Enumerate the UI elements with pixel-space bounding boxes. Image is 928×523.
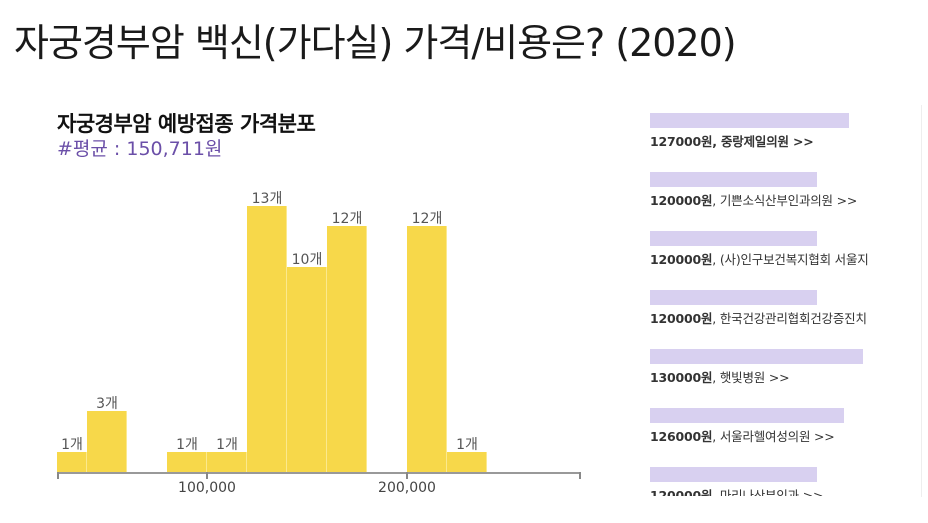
list-item[interactable]: 120000원, 마리나산부인과 >> — [650, 467, 921, 496]
bar-count-label: 12개 — [411, 211, 443, 227]
histogram-bar[interactable] — [287, 267, 327, 472]
histogram-bar[interactable] — [327, 226, 367, 472]
page-title: 자궁경부암 백신(가다실) 가격/비용은? (2020) — [14, 21, 737, 65]
price-bar — [650, 172, 817, 187]
list-item[interactable]: 127000원, 중랑제일의원 >> — [650, 113, 921, 150]
item-price: 120000원 — [650, 311, 713, 326]
histogram-bar[interactable] — [207, 452, 247, 472]
item-hospital-link[interactable]: , 서울라헬여성의원 >> — [712, 429, 835, 444]
item-price: 127000원 — [650, 134, 713, 149]
bar-count-label: 3개 — [96, 396, 118, 412]
histogram-plot: 1개 3개 1개 1개 13개 10개 12개 12개 1개 100,000 2… — [57, 191, 581, 496]
item-hospital-link[interactable]: , (사)인구보건복지협회 서울지 — [712, 252, 869, 267]
x-axis-tick — [206, 472, 208, 479]
item-price: 120000원 — [650, 252, 713, 267]
item-price: 120000원 — [650, 488, 713, 496]
price-bar — [650, 113, 849, 128]
x-axis-line — [57, 472, 581, 474]
item-hospital-link[interactable]: , 햇빛병원 >> — [712, 370, 790, 385]
item-price: 130000원 — [650, 370, 713, 385]
histogram-bar[interactable] — [167, 452, 207, 472]
x-axis-tick — [57, 472, 59, 479]
bar-count-label: 1개 — [456, 437, 478, 453]
bar-count-label: 13개 — [251, 191, 283, 207]
bar-count-label: 1개 — [216, 437, 238, 453]
list-item[interactable]: 126000원, 서울라헬여성의원 >> — [650, 408, 921, 445]
bar-count-label: 1개 — [61, 437, 83, 453]
bar-count-label: 1개 — [176, 437, 198, 453]
list-item[interactable]: 130000원, 햇빛병원 >> — [650, 349, 921, 386]
histogram-bar[interactable] — [407, 226, 447, 472]
price-bar — [650, 231, 817, 246]
price-bar — [650, 349, 863, 364]
histogram-bar[interactable] — [87, 411, 127, 472]
hospital-price-list[interactable]: 127000원, 중랑제일의원 >> 120000원, 기쁜소식산부인과의원 >… — [650, 108, 921, 496]
bar-count-label: 12개 — [331, 211, 363, 227]
histogram-bar[interactable] — [447, 452, 487, 472]
list-item[interactable]: 120000원, 기쁜소식산부인과의원 >> — [650, 172, 921, 209]
price-bar — [650, 408, 844, 423]
chart-title: 자궁경부암 예방접종 가격분포 — [57, 112, 316, 136]
item-hospital-link[interactable]: , 기쁜소식산부인과의원 >> — [712, 193, 858, 208]
price-bar — [650, 290, 817, 305]
x-axis-tick — [406, 472, 408, 479]
list-item[interactable]: 120000원, 한국건강관리협회건강증진치 — [650, 290, 921, 327]
item-hospital-link[interactable]: , 마리나산부인과 >> — [712, 488, 824, 496]
x-tick-label: 200,000 — [378, 480, 436, 496]
item-price: 120000원 — [650, 193, 713, 208]
histogram-bar[interactable] — [57, 452, 87, 472]
x-tick-label: 100,000 — [178, 480, 236, 496]
bar-count-label: 10개 — [291, 252, 323, 268]
item-hospital-link[interactable]: , 중랑제일의원 >> — [712, 134, 814, 149]
price-bar — [650, 467, 817, 482]
item-price: 126000원 — [650, 429, 713, 444]
x-axis-tick — [579, 472, 581, 479]
histogram-bar[interactable] — [247, 206, 287, 472]
item-hospital-link[interactable]: , 한국건강관리협회건강증진치 — [712, 311, 867, 326]
chart-average-subtitle: #평균 : 150,711원 — [57, 138, 223, 160]
list-scroll-divider — [921, 105, 922, 497]
list-item[interactable]: 120000원, (사)인구보건복지협회 서울지 — [650, 231, 921, 268]
